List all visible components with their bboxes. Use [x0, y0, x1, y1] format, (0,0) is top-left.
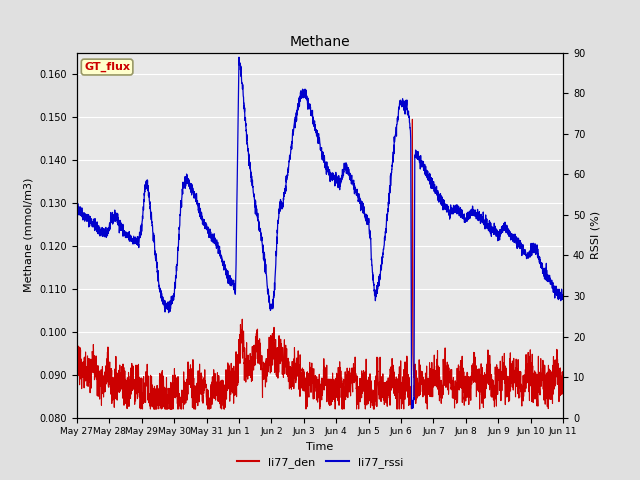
li77_den: [129, 387, 136, 393]
X-axis label: Time: Time: [307, 442, 333, 452]
li77_rssi: [260, 256, 268, 262]
Legend: li77_den, li77_rssi: li77_den, li77_rssi: [232, 452, 408, 472]
Y-axis label: Methane (mmol/m3): Methane (mmol/m3): [24, 178, 34, 292]
li77_rssi: [559, 294, 567, 300]
li77_rssi: [235, 54, 243, 60]
li77_den: [550, 372, 558, 378]
li77_rssi: [550, 284, 558, 289]
Line: li77_rssi: li77_rssi: [77, 57, 563, 408]
li77_rssi: [498, 224, 506, 230]
li77_den: [559, 389, 567, 395]
li77_den: [260, 359, 268, 365]
li77_rssi: [157, 295, 165, 301]
li77_rssi: [129, 236, 136, 241]
Y-axis label: RSSI (%): RSSI (%): [591, 211, 601, 259]
li77_den: [281, 371, 289, 377]
li77_rssi: [73, 203, 81, 208]
li77_den: [408, 117, 416, 122]
Text: GT_flux: GT_flux: [84, 62, 130, 72]
li77_rssi: [281, 191, 289, 196]
li77_den: [498, 373, 506, 379]
li77_den: [73, 384, 81, 389]
li77_rssi: [408, 406, 416, 411]
Title: Methane: Methane: [290, 35, 350, 49]
Line: li77_den: li77_den: [77, 120, 563, 409]
li77_den: [157, 406, 165, 412]
li77_den: [137, 406, 145, 412]
